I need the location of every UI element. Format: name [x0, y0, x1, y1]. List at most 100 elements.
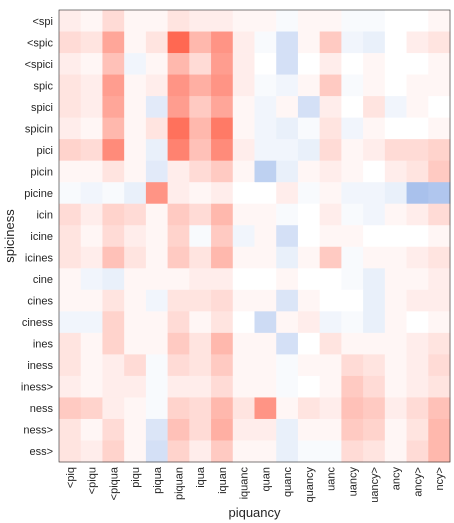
heatmap-cell — [232, 354, 255, 377]
heatmap-cell — [189, 117, 212, 140]
heatmap-cell — [297, 397, 321, 420]
heatmap-cell — [341, 182, 364, 205]
heatmap-cell — [428, 10, 451, 32]
heatmap-cell — [59, 268, 82, 291]
heatmap-cell — [102, 440, 125, 463]
heatmap-cell — [254, 440, 277, 463]
heatmap-cell — [102, 418, 125, 441]
heatmap-cell — [406, 311, 429, 334]
heatmap-cell — [297, 139, 321, 162]
heatmap-cell — [319, 268, 342, 291]
x-tick-label: quan — [260, 467, 272, 491]
heatmap-cell — [297, 418, 321, 441]
y-tick-label: <spi — [33, 16, 54, 28]
heatmap-cell — [297, 289, 321, 312]
heatmap-cell — [232, 53, 255, 75]
heatmap-cell — [254, 117, 277, 140]
heatmap-cell — [341, 375, 364, 398]
heatmap-cell — [406, 418, 429, 441]
heatmap-cell — [254, 268, 277, 291]
heatmap-cell — [145, 246, 169, 269]
heatmap-cell — [384, 418, 407, 441]
heatmap-cell — [341, 246, 364, 269]
heatmap-cell — [59, 332, 82, 355]
heatmap-cell — [167, 203, 190, 226]
heatmap-cell — [124, 289, 147, 312]
heatmap-cell — [428, 182, 451, 205]
heatmap-cell — [384, 53, 407, 75]
heatmap-cell — [59, 96, 82, 119]
heatmap-cell — [59, 397, 82, 420]
heatmap-cell — [80, 311, 103, 334]
heatmap-cell — [428, 203, 451, 226]
heatmap-cell — [428, 289, 451, 312]
x-tick-label: piqua — [152, 466, 164, 494]
heatmap-cell — [189, 440, 212, 463]
heatmap-cell — [319, 53, 342, 75]
heatmap-cell — [232, 182, 255, 205]
x-tick-label: iquanc — [239, 467, 251, 500]
x-tick-label: iqua — [195, 466, 207, 488]
heatmap-cell — [232, 225, 255, 248]
heatmap-cell — [211, 311, 234, 334]
heatmap-cell — [276, 397, 299, 420]
heatmap-cell — [211, 10, 234, 32]
heatmap-cell — [406, 117, 429, 140]
heatmap-cell — [341, 397, 364, 420]
heatmap-cell — [297, 10, 321, 32]
heatmap-cell — [319, 160, 342, 183]
heatmap-cell — [297, 74, 321, 97]
heatmap-cell — [276, 53, 299, 75]
y-tick-label: ines — [33, 339, 54, 351]
heatmap-cell — [145, 289, 169, 312]
heatmap-cell — [406, 440, 429, 463]
heatmap-cell — [189, 160, 212, 183]
heatmap-cell — [167, 354, 190, 377]
heatmap-cell — [145, 182, 169, 205]
heatmap-cell — [276, 182, 299, 205]
heatmap-cell — [211, 246, 234, 269]
heatmap-cell — [428, 96, 451, 119]
y-tick-labels: <spi <spic <spici spic spici spicin pici picin p… — [21, 16, 54, 458]
heatmap-cell — [297, 440, 321, 463]
heatmap-cell — [297, 31, 321, 54]
heatmap-cell — [341, 268, 364, 291]
heatmap-cell — [189, 203, 212, 226]
heatmap-cell — [406, 139, 429, 162]
heatmap-cell — [232, 440, 255, 463]
y-axis-label: spiciness — [2, 209, 17, 263]
heatmap-cell — [211, 160, 234, 183]
heatmap-cell — [276, 354, 299, 377]
heatmap-cell — [59, 160, 82, 183]
heatmap-cell — [254, 418, 277, 441]
y-tick-label: <spic — [27, 37, 53, 49]
y-tick-label: cines — [27, 296, 53, 308]
heatmap-cell — [80, 375, 103, 398]
heatmap-cell — [211, 182, 234, 205]
heatmap-cell — [363, 53, 386, 75]
heatmap-cell — [167, 74, 190, 97]
heatmap-cell — [167, 418, 190, 441]
heatmap-cell — [297, 203, 321, 226]
y-tick-label: cine — [33, 274, 53, 286]
heatmap-cell — [102, 397, 125, 420]
heatmap-cell — [319, 182, 342, 205]
heatmap-cell — [341, 311, 364, 334]
heatmap-cell — [363, 246, 386, 269]
heatmap-cell — [80, 117, 103, 140]
heatmap-cell — [124, 160, 147, 183]
y-tick-label: ness — [30, 403, 54, 415]
heatmap-cell — [167, 311, 190, 334]
heatmap-cell — [189, 225, 212, 248]
heatmap-cell — [59, 354, 82, 377]
heatmap-cell — [189, 31, 212, 54]
heatmap-cell — [363, 74, 386, 97]
heatmap-cell — [406, 96, 429, 119]
heatmap-cell — [80, 182, 103, 205]
heatmap-cell — [145, 268, 169, 291]
y-tick-label: icines — [25, 253, 54, 265]
heatmap-cell — [319, 96, 342, 119]
heatmap-cell — [363, 182, 386, 205]
heatmap-cell — [211, 418, 234, 441]
